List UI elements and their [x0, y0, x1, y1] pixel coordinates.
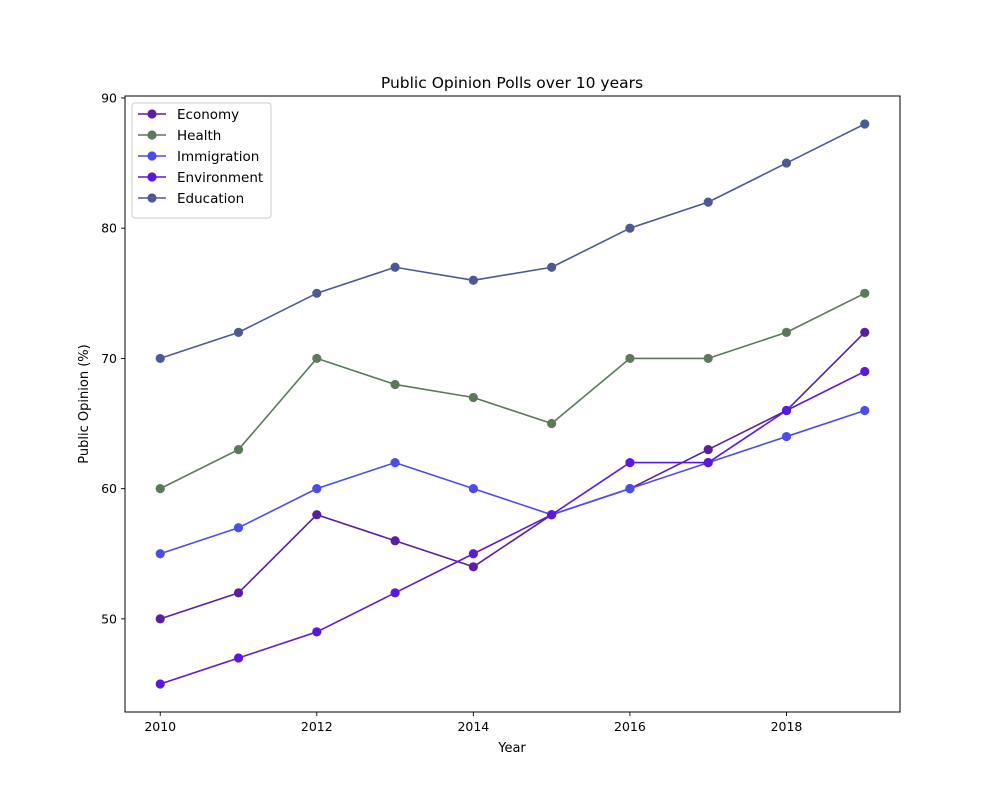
legend-marker	[147, 130, 157, 140]
series-line-health	[159, 292, 866, 490]
series-line-immigration	[159, 409, 866, 555]
data-point-economy	[155, 614, 165, 624]
data-point-health	[155, 484, 165, 494]
series-line-environment	[159, 370, 866, 685]
plot-border	[124, 95, 901, 713]
series-environment	[155, 366, 870, 689]
data-point-economy	[312, 510, 322, 520]
x-tick-label: 2012	[301, 719, 333, 734]
legend-marker	[147, 172, 157, 182]
legend-marker	[147, 109, 157, 119]
data-point-environment	[233, 653, 244, 663]
data-point-education	[468, 275, 478, 285]
data-point-economy	[703, 444, 713, 455]
data-point-economy	[390, 536, 400, 546]
y-tick-label: 80	[101, 221, 117, 236]
data-point-economy	[233, 588, 244, 598]
legend-item-health: Health	[138, 128, 221, 144]
data-point-environment	[860, 366, 870, 377]
chart-title: Public Opinion Polls over 10 years	[381, 74, 643, 92]
legend-marker	[147, 193, 157, 203]
data-point-health	[703, 353, 713, 364]
legend-label: Education	[177, 191, 244, 207]
data-point-education	[390, 262, 400, 272]
data-point-education	[233, 327, 244, 337]
data-point-education	[312, 288, 322, 298]
data-point-health	[547, 418, 557, 429]
data-point-immigration	[312, 484, 322, 494]
data-point-environment	[312, 627, 322, 637]
data-point-education	[625, 223, 635, 233]
data-point-environment	[155, 679, 165, 689]
legend-item-immigration: Immigration	[138, 149, 259, 165]
x-axis-label: Year	[497, 741, 526, 756]
data-point-immigration	[468, 484, 478, 494]
data-point-education	[860, 119, 870, 129]
y-tick-label: 90	[101, 90, 117, 105]
data-point-immigration	[860, 405, 870, 416]
series-line-education	[159, 123, 866, 360]
data-point-immigration	[390, 458, 400, 468]
x-axis: 2010 2012 2014 2016 2018	[144, 712, 802, 734]
y-axis-label: Public Opinion (%)	[77, 344, 92, 463]
x-tick-label: 2014	[457, 719, 489, 734]
data-point-health	[625, 353, 635, 364]
data-point-education	[703, 197, 713, 207]
data-point-education	[781, 158, 792, 168]
legend: Economy Health Immigration Environment Educa…	[131, 102, 272, 219]
legend-label: Environment	[177, 170, 263, 186]
data-point-education	[155, 353, 165, 364]
data-point-environment	[390, 588, 400, 598]
data-point-health	[860, 288, 870, 298]
y-tick-label: 60	[101, 481, 117, 496]
data-point-health	[233, 444, 244, 455]
legend-marker	[147, 151, 157, 161]
x-tick-label: 2016	[614, 719, 646, 734]
data-point-immigration	[155, 549, 165, 559]
legend-label: Health	[177, 128, 221, 144]
data-point-immigration	[781, 431, 792, 442]
legend-item-environment: Environment	[138, 170, 263, 186]
y-tick-label: 70	[101, 351, 117, 366]
data-point-health	[468, 392, 478, 403]
y-tick-label: 50	[101, 611, 117, 626]
plot-frame	[124, 95, 901, 713]
x-tick-label: 2010	[144, 719, 176, 734]
data-point-health	[390, 379, 400, 390]
legend-label: Immigration	[177, 149, 259, 165]
series-health	[155, 288, 870, 494]
series-layer	[155, 119, 870, 689]
legend-item-education: Education	[138, 191, 244, 207]
data-point-immigration	[233, 523, 244, 533]
data-point-immigration	[625, 484, 635, 494]
data-point-environment	[625, 458, 635, 468]
y-axis: 50 60 70 80 90	[101, 90, 125, 626]
data-point-environment	[547, 510, 557, 520]
data-point-education	[547, 262, 557, 272]
data-point-economy	[860, 327, 870, 337]
data-point-environment	[703, 458, 713, 468]
data-point-health	[781, 327, 792, 337]
data-point-environment	[781, 405, 792, 416]
data-point-health	[312, 353, 322, 364]
data-point-economy	[468, 562, 478, 572]
legend-box	[131, 102, 272, 219]
series-education	[155, 119, 870, 364]
series-line-economy	[159, 331, 866, 620]
x-tick-label: 2018	[771, 719, 803, 734]
data-point-environment	[468, 549, 478, 559]
legend-item-economy: Economy	[138, 107, 239, 123]
legend-label: Economy	[177, 107, 239, 123]
